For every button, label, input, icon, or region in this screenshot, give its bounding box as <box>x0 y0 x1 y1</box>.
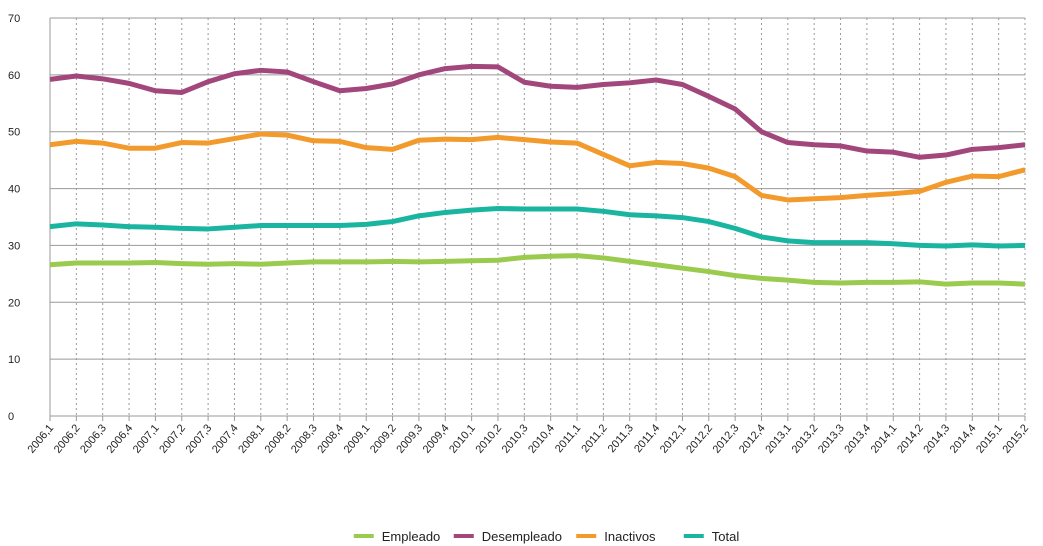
x-tick-label: 2012,1 <box>658 422 689 455</box>
legend-label: Total <box>712 529 740 544</box>
x-tick-label: 2009,1 <box>342 422 373 455</box>
x-tick-label: 2013,3 <box>816 422 847 455</box>
series-line <box>49 63 1026 160</box>
x-tick-label: 2010,3 <box>500 422 531 455</box>
series-line <box>49 131 1026 203</box>
x-tick-label: 2014,3 <box>921 422 952 455</box>
series-line <box>49 205 1026 249</box>
legend: Empleado Desempleado Inactivos Total <box>353 529 740 544</box>
x-tick-label: 2006,4 <box>105 422 136 455</box>
y-tick-label: 10 <box>8 354 20 366</box>
x-tick-label: 2006,3 <box>78 422 109 455</box>
x-tick-label: 2010,1 <box>447 422 478 455</box>
x-tick-label: 2014,4 <box>948 422 979 455</box>
x-tick-label: 2013,2 <box>790 422 821 455</box>
x-tick-label: 2009,4 <box>421 422 452 455</box>
x-tick-label: 2011,4 <box>632 422 662 455</box>
x-tick-label: 2011,1 <box>553 422 583 455</box>
x-tick-label: 2009,2 <box>368 422 399 455</box>
x-tick-label: 2011,3 <box>606 422 636 455</box>
x-tick-label: 2007,1 <box>131 422 162 455</box>
x-tick-label: 2011,2 <box>579 422 609 455</box>
x-tick-label: 2014,2 <box>895 422 926 455</box>
x-tick-label: 2015,2 <box>1000 422 1031 455</box>
x-tick-label: 2007,3 <box>184 422 215 455</box>
y-tick-label: 30 <box>8 240 20 252</box>
series-line <box>49 253 1026 287</box>
x-tick-label: 2010,4 <box>526 422 557 455</box>
x-tick-label: 2007,2 <box>157 422 188 455</box>
x-tick-label: 2014,1 <box>869 422 900 455</box>
x-tick-label: 2013,4 <box>842 422 873 455</box>
y-tick-label: 20 <box>8 297 20 309</box>
x-tick-label: 2013,1 <box>763 422 794 455</box>
x-tick-label: 2015,1 <box>974 422 1005 455</box>
x-tick-label: 2012,3 <box>711 422 742 455</box>
y-tick-label: 70 <box>8 13 20 25</box>
x-tick-label: 2008,2 <box>263 422 294 455</box>
x-tick-label: 2012,4 <box>737 422 768 455</box>
x-tick-label: 2007,4 <box>210 422 241 455</box>
y-tick-label: 0 <box>8 411 14 423</box>
y-tick-label: 60 <box>8 70 20 82</box>
x-tick-label: 2010,2 <box>473 422 504 455</box>
x-tick-label: 2006,2 <box>52 422 83 455</box>
legend-label: Desempleado <box>482 529 562 544</box>
legend-label: Empleado <box>382 529 441 544</box>
x-tick-label: 2008,3 <box>289 422 320 455</box>
y-tick-label: 40 <box>8 184 20 196</box>
x-tick-label: 2012,2 <box>684 422 715 455</box>
x-tick-label: 2008,4 <box>315 422 346 455</box>
x-tick-label: 2009,3 <box>394 422 425 455</box>
x-tick-label: 2008,1 <box>236 422 267 455</box>
x-tick-label: 2006,1 <box>25 422 56 455</box>
y-tick-label: 50 <box>8 127 20 139</box>
legend-label: Inactivos <box>604 529 656 544</box>
